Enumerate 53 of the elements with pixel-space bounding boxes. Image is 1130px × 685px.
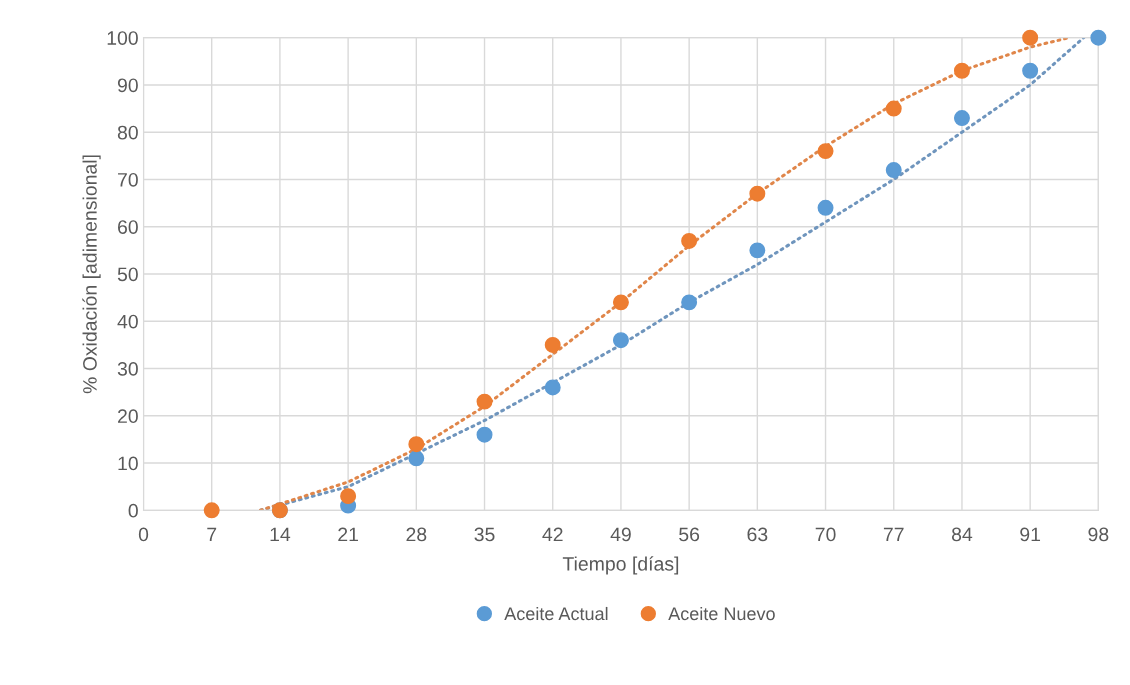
x-tick-label: 42 [542, 527, 563, 542]
y-tick-label: 100 [107, 31, 138, 45]
point [749, 242, 766, 259]
legend-label: Aceite Actual [504, 606, 608, 621]
y-tick-label: 50 [117, 267, 138, 282]
point [544, 379, 561, 396]
x-tick-label: 21 [338, 527, 358, 542]
point [817, 199, 834, 216]
point [203, 502, 220, 519]
point [1090, 29, 1107, 46]
x-axis-title: Tiempo [días] [562, 556, 679, 575]
point [1022, 62, 1039, 79]
point [612, 332, 629, 349]
x-tick-label: 84 [951, 527, 973, 542]
x-tick-label: 14 [270, 527, 291, 542]
y-tick-label: 60 [118, 220, 138, 234]
point [953, 110, 970, 127]
y-tick-label: 20 [118, 409, 138, 424]
point [544, 336, 561, 353]
y-axis-title: % Oxidación [adimensional] [82, 155, 101, 394]
x-tick-label: 35 [474, 527, 495, 542]
point [476, 393, 493, 410]
y-tick-label: 80 [117, 125, 138, 140]
point [749, 185, 766, 202]
y-tick-label: 10 [118, 456, 138, 471]
legend-label: Aceite Nuevo [668, 606, 775, 621]
point [885, 100, 902, 117]
y-tick-label: 40 [117, 314, 138, 329]
x-tick-label: 56 [679, 527, 700, 542]
point [408, 436, 425, 453]
x-tick-label: 77 [883, 527, 904, 542]
x-tick-label: 63 [747, 527, 768, 542]
point [612, 294, 629, 311]
x-tick-label: 0 [138, 527, 149, 542]
point [476, 426, 493, 443]
y-tick-label: 70 [118, 172, 138, 187]
y-tick-label: 0 [128, 503, 138, 518]
x-tick-label: 49 [610, 527, 631, 542]
point [817, 143, 834, 160]
x-tick-label: 70 [815, 527, 836, 542]
y-tick-label: 90 [117, 78, 138, 93]
point [953, 62, 970, 79]
point [1022, 29, 1039, 46]
point [681, 294, 698, 311]
point [340, 488, 357, 505]
x-tick-label: 98 [1088, 527, 1109, 542]
point [408, 450, 425, 467]
x-tick-label: 28 [406, 527, 427, 542]
point [681, 232, 698, 249]
x-tick-label: 91 [1020, 527, 1041, 542]
x-tick-label: 7 [207, 527, 217, 542]
point [885, 162, 902, 178]
y-tick-label: 30 [117, 362, 138, 376]
